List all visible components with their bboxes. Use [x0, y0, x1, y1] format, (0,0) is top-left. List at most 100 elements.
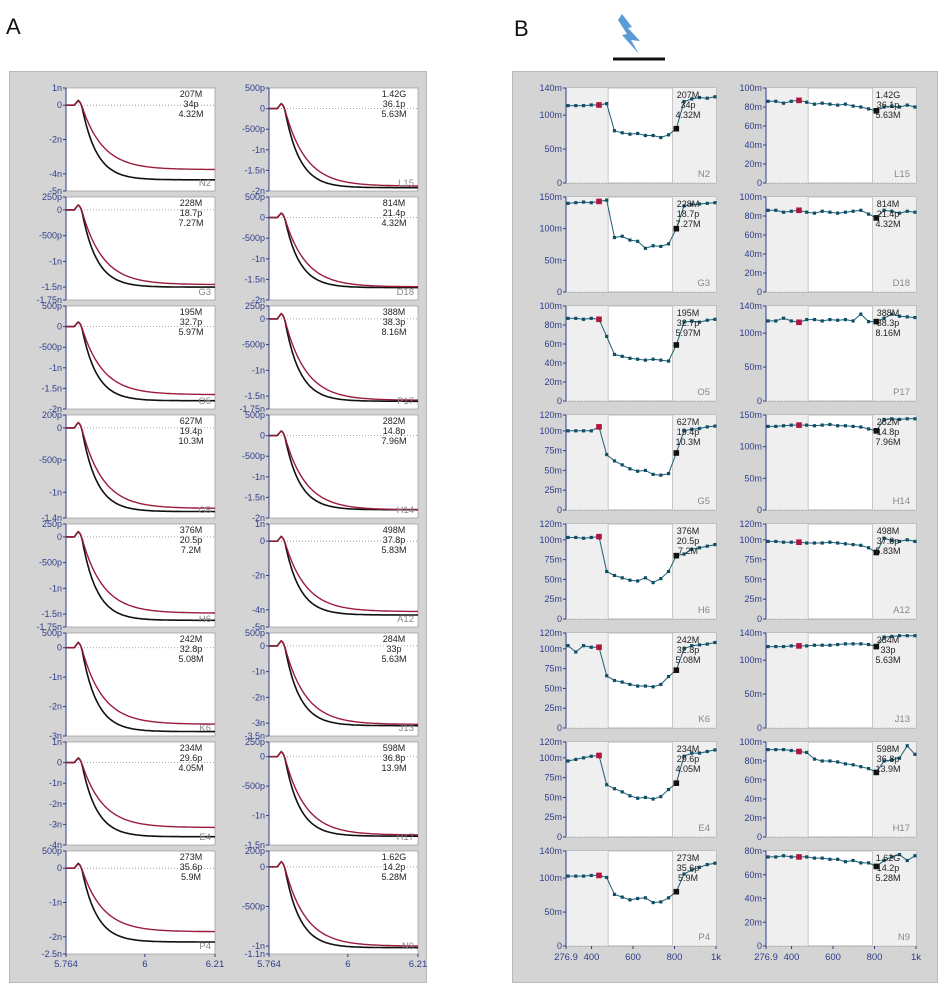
cell-id-label: P17: [893, 387, 910, 398]
data-point: [859, 425, 863, 429]
data-point: [882, 208, 886, 212]
data-point: [897, 539, 902, 544]
lightning-bolt-icon: [618, 14, 640, 54]
data-point: [866, 767, 871, 771]
data-point-baseline-marker: [596, 316, 602, 323]
data-point: [636, 896, 640, 901]
cell-id-label: G5: [198, 505, 211, 516]
data-point: [905, 634, 909, 638]
trace-black: [66, 421, 215, 513]
stat-value: 33p: [386, 644, 401, 654]
data-point: [913, 417, 917, 421]
y-tick-label: -1n: [49, 672, 62, 682]
y-tick-label: 20m: [544, 377, 562, 387]
stat-value: 32.8p: [677, 645, 700, 655]
data-point-post-marker: [673, 450, 680, 456]
data-point-baseline-marker: [596, 644, 602, 651]
baseline-shade: [872, 633, 916, 728]
data-point: [589, 201, 593, 205]
data-point-post-marker: [673, 552, 680, 559]
data-point: [890, 758, 894, 762]
data-point-post-marker: [873, 643, 880, 650]
cell-id-label: H14: [893, 496, 910, 507]
data-point: [705, 318, 709, 322]
data-point-baseline-marker: [796, 539, 802, 546]
data-point: [666, 569, 671, 574]
data-point: [882, 316, 886, 320]
y-tick-label: -1n: [49, 363, 62, 373]
y-tick-label: 0: [260, 752, 265, 762]
data-point: [620, 576, 624, 580]
data-point: [805, 100, 809, 104]
data-point: [820, 209, 824, 213]
data-point: [643, 133, 647, 138]
data-point: [828, 102, 832, 106]
data-point-post-marker: [873, 549, 880, 556]
y-tick-label: 200p: [42, 410, 62, 420]
baseline-shade: [566, 633, 609, 728]
data-point: [697, 751, 702, 755]
data-point: [805, 210, 809, 214]
data-point: [812, 317, 817, 322]
y-tick-label: 80m: [744, 102, 762, 112]
cell-id-label: K6: [199, 723, 211, 734]
data-point-post-marker: [873, 769, 880, 776]
data-point: [820, 759, 824, 763]
stat-value: 5.9M: [181, 872, 201, 882]
data-point: [905, 315, 909, 319]
data-point: [581, 317, 586, 321]
data-point: [620, 895, 624, 899]
data-point: [843, 642, 847, 646]
trace-black: [269, 750, 418, 837]
stat-value: 242M: [677, 635, 700, 645]
baseline-shade: [672, 197, 716, 292]
y-tick-label: 80m: [544, 320, 562, 330]
y-tick-label: 0: [757, 396, 762, 406]
data-point: [612, 352, 617, 357]
data-point: [843, 424, 847, 428]
data-point-baseline-marker: [596, 752, 602, 759]
y-tick-label: 50m: [544, 907, 562, 917]
data-point: [897, 314, 902, 318]
data-point: [836, 857, 840, 861]
baseline-shade: [766, 306, 809, 401]
stat-value: 1.62G: [382, 852, 407, 862]
stat-value: 14.8p: [877, 427, 900, 437]
y-tick-label: -1.5n: [41, 609, 62, 619]
data-point: [620, 354, 624, 358]
cell-id-label: L15: [398, 178, 414, 189]
plot-area: [268, 414, 419, 519]
y-tick-label: -2n: [49, 702, 62, 712]
y-tick-label: 0: [57, 205, 62, 215]
data-point: [581, 874, 586, 878]
x-tick-label: 6.21: [409, 959, 428, 970]
data-point: [897, 211, 902, 215]
y-tick-label: -500p: [242, 451, 265, 461]
stat-value: 5.08M: [178, 654, 203, 664]
data-point-post-marker: [873, 863, 880, 870]
stat-value: 7.27M: [675, 219, 700, 229]
data-point: [636, 579, 640, 583]
y-tick-label: 20m: [744, 917, 762, 927]
data-point: [781, 316, 786, 320]
plot-area: [65, 196, 216, 301]
trace-black: [66, 530, 215, 622]
stat-value: 598M: [383, 743, 406, 753]
data-point: [843, 762, 847, 766]
y-tick-label: -1n: [252, 254, 265, 264]
y-tick-label: -2n: [49, 799, 62, 809]
y-tick-label: -1n: [252, 667, 265, 677]
y-tick-label: 120m: [539, 737, 562, 747]
y-tick-label: -500p: [39, 342, 62, 352]
baseline-shade: [566, 851, 609, 946]
y-tick-label: -500p: [39, 231, 62, 241]
y-tick-label: -1.75n: [36, 295, 62, 305]
data-point: [828, 643, 832, 647]
data-point: [859, 642, 863, 646]
